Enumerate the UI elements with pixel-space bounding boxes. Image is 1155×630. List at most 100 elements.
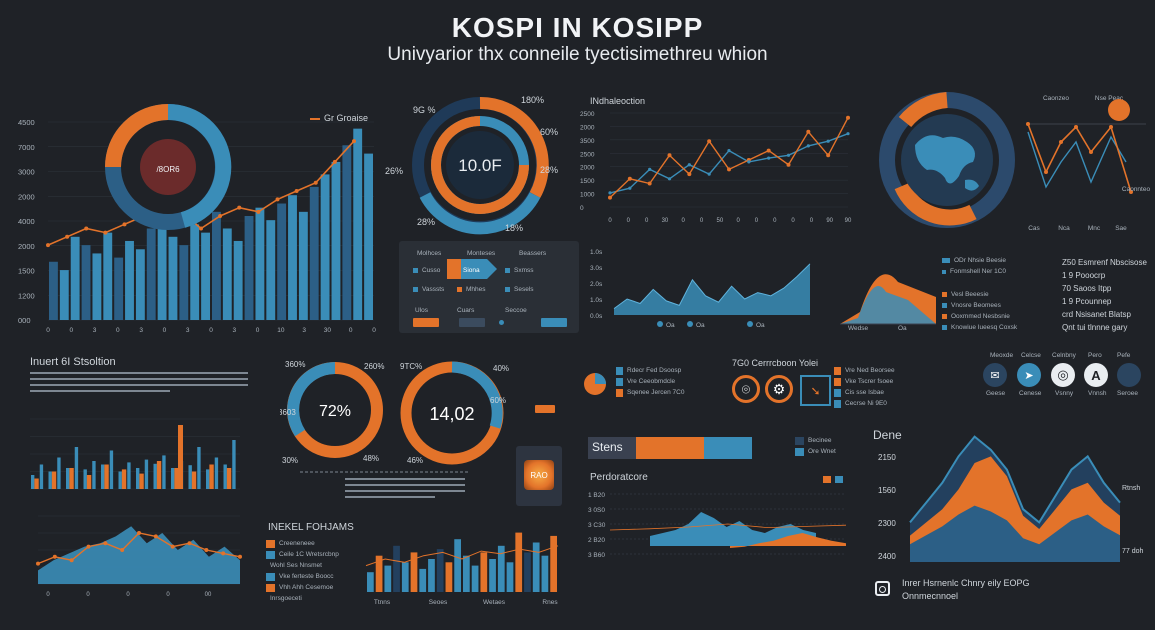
text-line-4 (30, 390, 170, 392)
globe-xl4: Sae (1115, 225, 1127, 232)
page-subtitle: Univyarior thx conneile tyectisimethreu … (387, 44, 768, 65)
sl-bar-blue (144, 459, 149, 489)
lt-xtick: 0 (773, 218, 777, 224)
icon-right-bot-5: Seroee (1117, 390, 1138, 397)
sl-bar-blue (57, 457, 61, 489)
mid-table-h2: Monteses (467, 250, 496, 257)
sl-bar-blue (92, 461, 96, 489)
lb-bar (506, 562, 514, 592)
location-icon[interactable]: ⌾ (732, 375, 760, 403)
lb-bar (375, 555, 383, 592)
lb-xlabel: Wetaes (483, 599, 506, 606)
promo-badge: RAO (524, 460, 554, 490)
donut-1402: 14,02 9TC% 40% 60% 46% (400, 361, 509, 465)
mid-table-r1c2: Siona (463, 267, 480, 274)
arrow-icon[interactable]: ➘ (800, 375, 831, 406)
bl-point (86, 544, 91, 549)
bl-point (153, 534, 158, 539)
ba-rlabel1: Rtnsh (1122, 485, 1140, 492)
mid-table-dot (499, 320, 504, 325)
camera-icon[interactable] (875, 581, 890, 596)
tl-xtick: 3 (139, 327, 143, 334)
dot-icon[interactable] (1117, 363, 1141, 387)
lb-bar (393, 545, 400, 592)
lt-point-blue (628, 186, 632, 190)
area-right-xl2: Oa (898, 325, 907, 332)
mid-table-btn-2[interactable] (459, 318, 485, 327)
bl-point (170, 544, 175, 549)
stens-label: Stens (592, 440, 623, 454)
promo-card[interactable]: RAO (516, 446, 562, 506)
circle-icon[interactable]: ◎ (1051, 363, 1075, 387)
gear-icon[interactable]: ⚙ (765, 375, 793, 403)
tl-line-point (332, 159, 337, 164)
lt-point-blue (826, 139, 830, 143)
donut72-value: 72% (319, 403, 351, 420)
sl-bar-blue (153, 463, 157, 489)
stens-legend: Becinee Ore Wnet (795, 435, 836, 457)
lb-bar (497, 545, 505, 592)
tl-bar (201, 232, 210, 320)
donut72-l4: 30% (282, 456, 298, 465)
bar-lb-title: INEKEL FOHJAMS (268, 522, 354, 533)
icons-mid-r4: Cecrse Ni 9E0 (834, 398, 895, 409)
tl-xtick: 0 (163, 327, 167, 334)
a-icon[interactable]: A (1084, 363, 1108, 387)
legend-mid-6: Knowiue Iueesq Coxsk (942, 322, 1054, 333)
am-ytick: 2.0s (590, 281, 603, 288)
am-marker (747, 321, 753, 327)
lt-point-orange (806, 129, 811, 134)
area-right-blue (840, 285, 936, 324)
lt-xtick: 0 (736, 218, 740, 224)
mid-text-2 (345, 484, 465, 486)
lt-xtick: 0 (791, 218, 795, 224)
sl-bar-blue (83, 469, 87, 489)
bl-point (238, 554, 242, 559)
lt-ytick: 2500 (580, 151, 595, 158)
text-line-1 (30, 372, 248, 374)
sl-bar-blue (109, 450, 114, 489)
section-left-text-lines (30, 372, 248, 392)
sl-bar-blue (206, 469, 210, 489)
lt-xtick: 0 (682, 218, 686, 224)
perf-line (609, 523, 847, 531)
pct-donut-center (446, 131, 514, 199)
lt-line-blue (609, 133, 849, 194)
bl-xtick: 0 (166, 592, 170, 598)
twitter-icon[interactable]: ➤ (1017, 363, 1041, 387)
sl-bar-blue (127, 462, 131, 489)
legend-mid-4: Vnosre Beomees (942, 300, 1054, 311)
lb-bar (524, 552, 531, 592)
mid-table-btn-3[interactable] (541, 318, 567, 327)
mid-text-1 (345, 478, 465, 480)
globe-point (1109, 125, 1113, 129)
sl-bar-orange (86, 475, 92, 489)
stens-legend-2: Ore Wnet (795, 446, 836, 457)
sl-bar-orange (191, 471, 197, 489)
am-area (614, 263, 810, 315)
tl-ytick: 7000 (18, 143, 35, 152)
text-line-3 (30, 384, 248, 386)
icon-right-bot-3: Vsnny (1055, 390, 1074, 397)
donut72-l2: 260% (364, 362, 384, 371)
mail-icon[interactable]: ✉ (983, 363, 1007, 387)
donut1402-blue (451, 361, 503, 429)
icons-mid-l3: Sqenee Jercen 7C0 (616, 387, 684, 398)
lb-bar (436, 549, 444, 592)
tl-xtick: 30 (324, 327, 332, 334)
am-marker (657, 321, 663, 327)
globe-point (1026, 122, 1030, 126)
mid-table-r1c1: Cusso (413, 267, 440, 274)
globe-l1: Caonzeo (1043, 95, 1069, 102)
perf-swatch-blue (835, 476, 843, 483)
lt-point-blue (747, 160, 751, 164)
area-right-small: Wedse Oa (840, 274, 936, 332)
legend-mid-2: Fonmshell Ner 1C0 (942, 266, 1054, 277)
globe-l3: Caonnteo (1122, 186, 1151, 193)
tl-bar (255, 207, 265, 320)
stats-right-4: 1 9 Pcounnep (1062, 297, 1112, 306)
sl-bar-orange (139, 473, 144, 489)
mid-table-btn-1[interactable] (413, 318, 439, 327)
mid-table-r3c1: Ulos (415, 307, 429, 314)
tl-line-point (294, 189, 299, 194)
